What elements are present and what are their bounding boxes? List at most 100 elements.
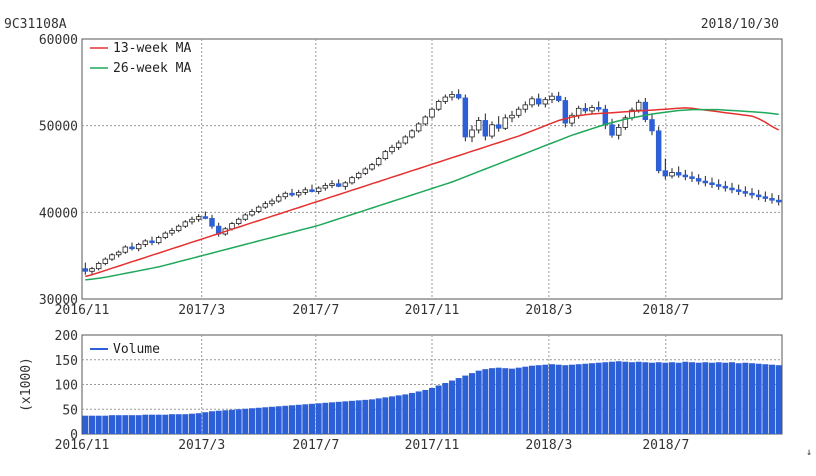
price-x-tick-label: 2017/7 [292, 303, 339, 318]
volume-bar [602, 362, 609, 434]
candlestick [289, 192, 295, 196]
volume-bar [222, 410, 229, 434]
candlestick [349, 177, 355, 184]
candlestick [695, 178, 702, 182]
volume-bar [189, 413, 195, 434]
volume-bar [242, 408, 249, 434]
volume-bar [369, 399, 375, 434]
volume-bar [415, 391, 422, 434]
legend-label: 13-week MA [113, 41, 191, 56]
candlestick [122, 246, 129, 253]
candlestick [149, 240, 155, 244]
candlestick [535, 98, 542, 105]
candlestick [415, 123, 422, 132]
volume-bar [322, 402, 329, 434]
volume-bar [235, 409, 242, 434]
candlestick [135, 243, 142, 250]
volume-bar [489, 368, 495, 434]
volume-bar [162, 414, 169, 434]
volume-x-tick-label: 2017/3 [178, 438, 225, 453]
volume-bar [435, 385, 442, 434]
volume-bar [349, 400, 355, 434]
candlestick [775, 199, 782, 203]
candlestick [282, 192, 289, 198]
candlestick [569, 114, 575, 124]
candlestick [202, 216, 209, 219]
volume-bar [762, 364, 769, 434]
volume-bar [775, 365, 782, 434]
volume-bar [402, 394, 409, 434]
candlestick [522, 104, 529, 110]
volume-bar [595, 362, 602, 434]
candlestick [635, 101, 642, 111]
candlestick [722, 185, 729, 189]
candlestick [355, 172, 362, 179]
candlestick [655, 130, 662, 172]
candlestick [769, 198, 775, 201]
volume-bar [635, 361, 642, 434]
candlestick [142, 240, 149, 245]
candlestick [682, 174, 689, 178]
candlestick [729, 187, 735, 191]
candlestick [762, 196, 769, 199]
volume-bar [649, 362, 655, 434]
volume-bar [562, 365, 569, 434]
candlestick [169, 230, 175, 234]
volume-bar [182, 414, 189, 434]
candlestick [455, 94, 462, 99]
volume-bar [309, 403, 315, 434]
volume-bar [122, 415, 129, 434]
volume-x-tick-label: 2017/7 [292, 438, 339, 453]
candlestick [449, 94, 455, 98]
candlestick [342, 182, 349, 187]
candlestick [502, 117, 509, 129]
volume-bar [749, 363, 755, 434]
candlestick [409, 130, 415, 138]
volume-bar [362, 399, 369, 434]
volume-bar [669, 362, 675, 434]
volume-bar [129, 415, 135, 434]
volume-bar [335, 401, 342, 434]
candlestick [489, 124, 495, 137]
volume-bar [315, 403, 322, 434]
volume-bar [549, 364, 555, 434]
scroll-arrow-icon[interactable]: ↓ [806, 447, 812, 458]
volume-bar [169, 414, 175, 434]
volume-bar [342, 401, 349, 434]
candlestick [255, 206, 262, 212]
volume-x-tick-label: 2017/11 [405, 438, 460, 453]
volume-bar [262, 407, 269, 434]
volume-bar [555, 364, 562, 434]
chart-date-label: 2018/10/30 [701, 17, 779, 32]
price-x-tick-label: 2017/11 [405, 303, 460, 318]
volume-bar [462, 375, 469, 434]
volume-bar [329, 402, 335, 434]
candlestick [82, 268, 89, 272]
volume-bar [569, 364, 575, 434]
candlestick [442, 96, 449, 102]
volume-bar [195, 413, 202, 434]
volume-bar [155, 414, 162, 434]
candlestick [295, 191, 302, 196]
candlestick [429, 108, 435, 118]
candlestick [602, 108, 609, 126]
candlestick [562, 100, 569, 124]
volume-bar [735, 363, 742, 434]
volume-bar [482, 369, 489, 434]
candlestick [702, 180, 709, 184]
volume-bar [729, 362, 735, 434]
volume-bar [442, 383, 449, 434]
candlestick [209, 217, 215, 227]
volume-bar [709, 362, 715, 434]
candlestick [269, 200, 275, 205]
volume-bar [215, 410, 222, 434]
candlestick [575, 107, 582, 116]
volume-bar [102, 415, 109, 434]
volume-bar [722, 362, 729, 434]
candlestick [329, 183, 335, 186]
volume-bar [375, 398, 382, 434]
volume-bar [255, 407, 262, 434]
volume-y-tick-label: 50 [62, 403, 78, 418]
